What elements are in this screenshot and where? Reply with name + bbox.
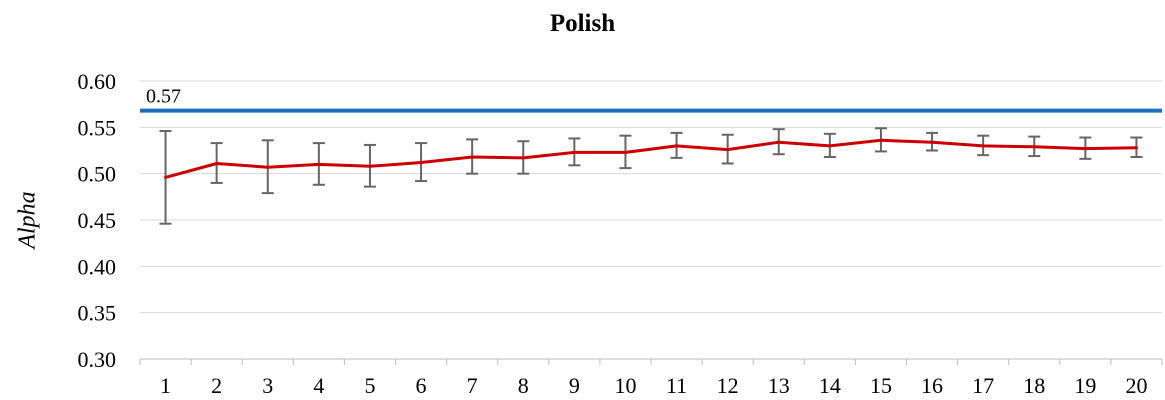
x-tick-label: 8	[518, 373, 529, 398]
reference-line-label: 0.57	[146, 86, 181, 108]
x-tick-label: 6	[416, 373, 427, 398]
x-tick-label: 1	[160, 373, 171, 398]
y-tick-label: 0.45	[78, 208, 117, 233]
data-point	[572, 150, 576, 154]
x-tick-label: 5	[364, 373, 375, 398]
y-tick-label: 0.55	[78, 115, 117, 140]
data-point	[470, 155, 474, 159]
y-tick-label: 0.50	[78, 162, 117, 187]
data-point	[419, 161, 423, 165]
data-point	[623, 150, 627, 154]
x-tick-label: 10	[614, 373, 636, 398]
data-point	[981, 144, 985, 148]
x-tick-label: 9	[569, 373, 580, 398]
x-tick-label: 3	[262, 373, 273, 398]
y-tick-label: 0.40	[78, 254, 117, 279]
x-tick-label: 19	[1074, 373, 1096, 398]
data-point	[164, 175, 168, 179]
x-tick-label: 7	[467, 373, 478, 398]
chart-title: Polish	[549, 10, 616, 37]
data-point	[368, 164, 372, 168]
x-tick-label: 12	[717, 373, 739, 398]
x-tick-label: 16	[921, 373, 943, 398]
y-tick-label: 0.30	[78, 347, 117, 372]
data-point	[1032, 145, 1036, 149]
x-tick-label: 18	[1023, 373, 1045, 398]
x-tick-label: 4	[313, 373, 324, 398]
y-tick-label: 0.60	[78, 69, 117, 94]
data-point	[777, 140, 781, 144]
data-point	[266, 165, 270, 169]
x-tick-label: 2	[211, 373, 222, 398]
x-tick-label: 15	[870, 373, 892, 398]
data-point	[215, 161, 219, 165]
data-point	[317, 162, 321, 166]
x-tick-label: 13	[768, 373, 790, 398]
x-tick-label: 17	[972, 373, 994, 398]
x-tick-label: 14	[819, 373, 841, 398]
data-point	[1134, 146, 1138, 150]
data-point	[726, 148, 730, 152]
data-point	[828, 144, 832, 148]
data-point	[930, 140, 934, 144]
data-point	[675, 144, 679, 148]
x-tick-label: 20	[1125, 373, 1147, 398]
x-tick-label: 11	[666, 373, 687, 398]
data-point	[879, 138, 883, 142]
data-point	[521, 156, 525, 160]
y-tick-label: 0.35	[78, 301, 117, 326]
data-point	[1083, 147, 1087, 151]
series-line	[165, 138, 1137, 179]
